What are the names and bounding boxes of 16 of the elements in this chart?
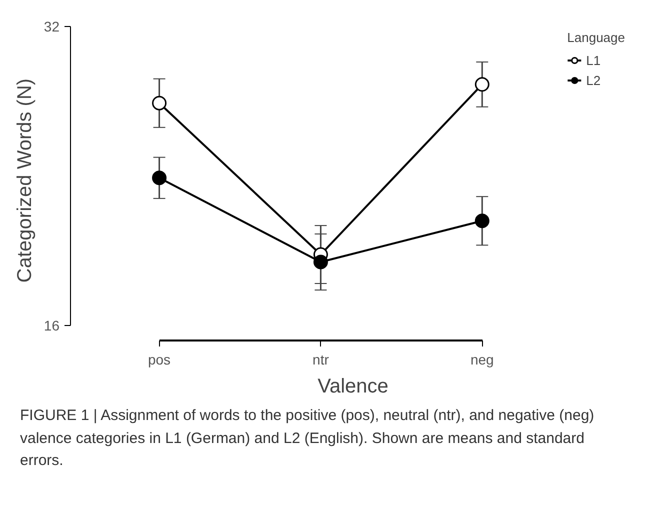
legend-title: Language	[567, 30, 625, 45]
legend-label: L1	[586, 52, 602, 68]
point	[152, 96, 167, 110]
y-tick-label: 16	[44, 318, 60, 334]
caption: FIGURE 1 | Assignment of words to the positive (pos), neutral (ntr), and negative (neg) valence categories in L1 (German) and L2 (English). Shown are means and standard errors.	[20, 406, 596, 471]
x-tick-label: neg	[470, 352, 494, 368]
point	[152, 170, 167, 186]
x-tick-label: ntr	[312, 352, 330, 368]
point	[313, 254, 328, 270]
point	[474, 77, 490, 92]
y-tick-label: 32	[44, 18, 60, 34]
x-axis-title: Valence	[318, 376, 388, 398]
point	[474, 214, 490, 228]
legend-label: L2	[586, 72, 602, 88]
x-tick-label: pos	[148, 352, 171, 368]
y-axis-title: Categorized Words (N)	[14, 78, 36, 283]
